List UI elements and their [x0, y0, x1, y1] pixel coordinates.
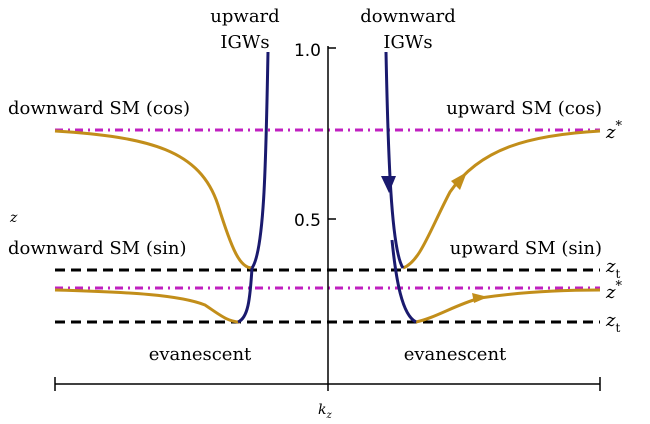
marker-z-star-lower: z*	[605, 279, 622, 303]
y-axis-label: z	[9, 210, 18, 226]
marker-z-t-upper: zt	[605, 256, 620, 281]
label-evanescent-right: evanescent	[404, 344, 507, 365]
label-downward-igws-1: downward	[360, 6, 456, 27]
igw-curve-upward-lower	[237, 267, 254, 324]
sm-curve-upward-sin	[415, 288, 601, 324]
x-axis-label: kz	[318, 402, 332, 421]
label-upward-sm-cos: upward SM (cos)	[446, 98, 602, 119]
ytick-label-0-5: 0.5	[294, 211, 321, 231]
sm-curve-downward-sin	[54, 288, 241, 324]
label-upward-sm-sin: upward SM (sin)	[450, 238, 602, 259]
igw-curve-downward-upper	[384, 51, 405, 269]
sm-curve-downward-cos	[54, 129, 253, 270]
label-evanescent-left: evanescent	[149, 344, 252, 365]
marker-z-t-lower: zt	[605, 310, 620, 335]
igw-curve-upward-upper	[250, 51, 270, 269]
label-upward-igws-1: upward	[210, 6, 279, 27]
sm-arrow-lower	[472, 293, 488, 303]
ytick-label-1-0: 1.0	[294, 41, 321, 61]
label-downward-sm-cos: downward SM (cos)	[8, 98, 190, 119]
igw-curve-downward-lower	[390, 239, 417, 324]
label-downward-igws-2: IGWs	[383, 32, 432, 53]
sm-arrow-upper	[451, 172, 467, 190]
label-upward-igws-2: IGWs	[220, 32, 269, 53]
igw-arrow-down	[381, 176, 396, 193]
marker-z-star-upper: z*	[605, 119, 622, 143]
label-downward-sm-sin: downward SM (sin)	[8, 238, 186, 259]
